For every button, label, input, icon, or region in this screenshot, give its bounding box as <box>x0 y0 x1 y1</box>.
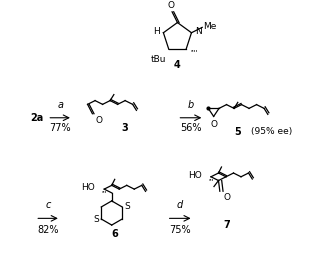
Text: 4: 4 <box>174 60 181 70</box>
Text: N: N <box>195 27 201 36</box>
Text: 5: 5 <box>235 127 241 137</box>
Text: 6: 6 <box>111 229 118 239</box>
Text: '''': '''' <box>190 49 198 55</box>
Text: c: c <box>45 200 51 210</box>
Text: HO: HO <box>188 171 202 180</box>
Text: d: d <box>177 200 183 210</box>
Text: a: a <box>57 100 63 110</box>
Text: S: S <box>93 215 99 224</box>
Text: (95% ee): (95% ee) <box>251 127 292 136</box>
Text: H: H <box>153 27 160 36</box>
Text: 56%: 56% <box>180 123 202 133</box>
Text: O: O <box>95 116 102 125</box>
Text: tBu: tBu <box>151 55 166 64</box>
Text: 82%: 82% <box>37 225 59 235</box>
Text: b: b <box>188 100 194 110</box>
Text: O: O <box>210 120 217 129</box>
Text: HO: HO <box>81 183 95 192</box>
Text: ''': ''' <box>101 190 107 196</box>
Text: 77%: 77% <box>49 123 71 133</box>
Text: 2a: 2a <box>30 113 43 123</box>
Text: Me: Me <box>204 22 217 31</box>
Text: 75%: 75% <box>169 225 191 235</box>
Text: 3: 3 <box>122 123 129 133</box>
Text: O: O <box>224 193 231 202</box>
Text: O: O <box>167 1 174 10</box>
Text: 7: 7 <box>224 220 230 230</box>
Text: S: S <box>124 202 130 211</box>
Text: ''': ''' <box>208 178 214 184</box>
